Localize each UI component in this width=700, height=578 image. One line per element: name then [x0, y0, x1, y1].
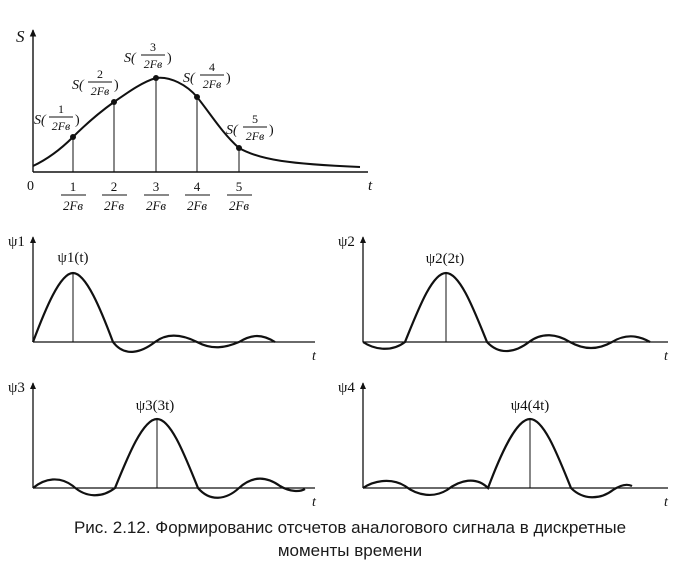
- tick-5-num: 5: [236, 179, 243, 194]
- sample-label-4-prefix: S(: [183, 71, 196, 86]
- sample-label-3-num: 3: [150, 40, 156, 54]
- panel-psi4-peak-label: ψ4(4t): [511, 398, 550, 414]
- sample-label-2-prefix: S(: [72, 78, 85, 93]
- tick-2: 2 2Fв: [102, 179, 127, 213]
- tick-5: 5 2Fв: [227, 179, 252, 213]
- top-x-label: t: [368, 178, 373, 194]
- sample-label-3-prefix: S(: [124, 51, 137, 66]
- tick-3-num: 3: [153, 179, 160, 194]
- tick-4-den: 2Fв: [187, 198, 207, 213]
- panel-psi1-curve: [31, 271, 276, 353]
- panel-psi4-x-label: t: [664, 495, 669, 510]
- tick-5-den: 2Fв: [229, 198, 249, 213]
- panel-psi2-x-label: t: [664, 349, 669, 364]
- caption-line-2: моменты времени: [277, 541, 423, 560]
- sample-label-2-num: 2: [97, 67, 103, 81]
- panel-psi3-curve: [32, 417, 306, 499]
- top-y-label: S: [16, 27, 25, 46]
- panel-psi2: ψ2 t ψ2(2t): [338, 234, 669, 364]
- tick-1-den: 2Fв: [63, 198, 83, 213]
- tick-3-den: 2Fв: [146, 198, 166, 213]
- panel-psi1-axis-label: ψ1: [8, 234, 25, 250]
- panel-psi4-axis-label: ψ4: [338, 380, 355, 396]
- panel-psi3-axis-label: ψ3: [8, 380, 25, 396]
- sample-label-1: S( 1 2Fв ): [34, 102, 80, 133]
- tick-1: 1 2Fв: [61, 179, 86, 213]
- panel-psi2-curve: [362, 271, 651, 353]
- sample-point-3: [153, 75, 159, 81]
- panel-psi3: ψ3 t ψ3(3t): [8, 380, 317, 510]
- sample-label-5: S( 5 2Fв ): [226, 112, 274, 143]
- sample-point-5: [236, 145, 242, 151]
- sample-label-1-prefix: S(: [34, 113, 47, 128]
- sample-label-4: S( 4 2Fв ): [183, 60, 231, 91]
- panel-psi1-peak-label: ψ1(t): [57, 250, 88, 266]
- tick-4-num: 4: [194, 179, 201, 194]
- sample-label-2-den: 2Fв: [91, 84, 110, 98]
- panel-psi2-axis-label: ψ2: [338, 234, 355, 250]
- sample-label-3-den: 2Fв: [144, 57, 163, 71]
- sample-point-1: [70, 134, 76, 140]
- panel-psi4: ψ4 t ψ4(4t): [338, 380, 669, 510]
- caption-line-1: Рис. 2.12. Формированис отсчетов аналого…: [73, 518, 627, 537]
- tick-4: 4 2Fв: [185, 179, 210, 213]
- sample-label-5-suffix: ): [269, 123, 274, 138]
- tick-2-num: 2: [111, 179, 118, 194]
- sample-label-4-den: 2Fв: [203, 77, 222, 91]
- sample-lines: [72, 78, 240, 172]
- tick-2-den: 2Fв: [104, 198, 124, 213]
- sample-label-1-suffix: ): [75, 113, 80, 128]
- figure-caption: Рис. 2.12. Формированис отсчетов аналого…: [0, 516, 700, 562]
- tick-1-num: 1: [70, 179, 77, 194]
- panel-psi3-x-label: t: [312, 495, 317, 510]
- sample-point-2: [111, 99, 117, 105]
- sample-label-4-num: 4: [209, 60, 215, 74]
- sample-label-5-den: 2Fв: [246, 129, 265, 143]
- sample-label-3: S( 3 2Fв ): [124, 40, 172, 71]
- sample-label-5-prefix: S(: [226, 123, 239, 138]
- panel-psi2-peak-label: ψ2(2t): [426, 251, 465, 267]
- sample-label-1-den: 2Fв: [52, 119, 71, 133]
- sample-label-5-num: 5: [252, 112, 258, 126]
- panel-psi3-peak-label: ψ3(3t): [136, 398, 175, 414]
- panel-psi1-x-label: t: [312, 349, 317, 364]
- sample-label-3-suffix: ): [167, 51, 172, 66]
- tick-3: 3 2Fв: [144, 179, 169, 213]
- panel-psi1: ψ1 t ψ1(t): [8, 234, 317, 364]
- sample-point-4: [194, 94, 200, 100]
- sample-label-1-num: 1: [58, 102, 64, 116]
- top-origin-label: 0: [27, 179, 34, 194]
- sample-points: [70, 75, 242, 151]
- sample-label-2-suffix: ): [114, 78, 119, 93]
- panel-psi4-curve: [362, 417, 633, 499]
- sample-label-4-suffix: ): [226, 71, 231, 86]
- top-plot: S t 0 1 2Fв 2 2Fв: [16, 27, 373, 213]
- sample-label-2: S( 2 2Fв ): [72, 67, 119, 98]
